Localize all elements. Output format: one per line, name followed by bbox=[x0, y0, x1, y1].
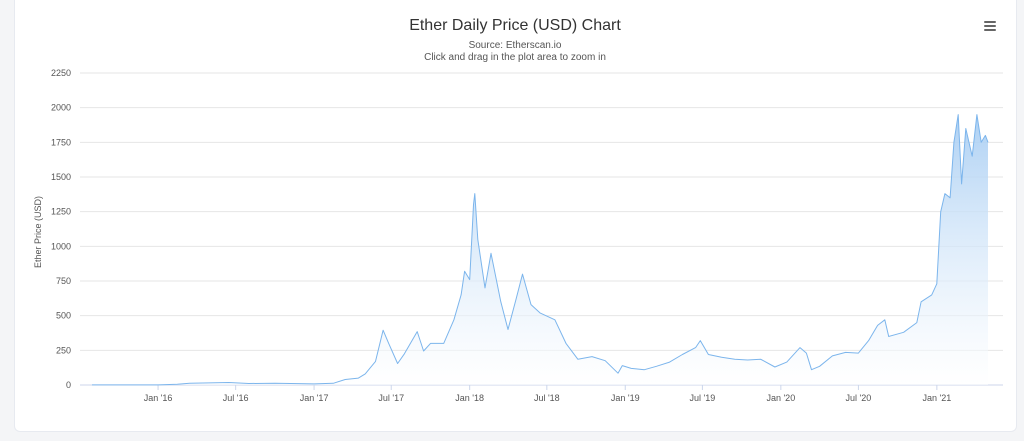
x-tick-label: Jan '21 bbox=[922, 393, 951, 403]
x-tick-label: Jan '20 bbox=[766, 393, 795, 403]
chart-subtitle-source: Source: Etherscan.io bbox=[469, 40, 562, 51]
chart-subtitle-hint: Click and drag in the plot area to zoom … bbox=[424, 52, 606, 63]
price-line bbox=[92, 114, 989, 386]
x-tick-label: Jul '18 bbox=[534, 393, 560, 403]
x-tick-label: Jan '17 bbox=[300, 393, 329, 403]
y-tick-label: 1000 bbox=[51, 241, 71, 251]
x-axis-ticks: Jan '16 Jul '16 Jan '17 Jul '17 Jan '18 Jul '… bbox=[144, 385, 951, 403]
y-axis-title: Ether Price (USD) bbox=[33, 196, 43, 268]
y-tick-label: 1500 bbox=[51, 172, 71, 182]
x-tick-label: Jul '16 bbox=[223, 393, 249, 403]
y-tick-label: 2250 bbox=[51, 68, 71, 78]
y-tick-label: 0 bbox=[66, 380, 71, 390]
x-tick-label: Jul '17 bbox=[378, 393, 404, 403]
y-tick-label: 1750 bbox=[51, 137, 71, 147]
chart-title: Ether Daily Price (USD) Chart bbox=[409, 17, 621, 34]
x-tick-label: Jul '19 bbox=[690, 393, 716, 403]
y-tick-label: 1250 bbox=[51, 207, 71, 217]
price-area bbox=[92, 114, 988, 385]
x-tick-label: Jan '19 bbox=[611, 393, 640, 403]
hamburger-menu-icon[interactable] bbox=[980, 16, 1000, 36]
x-tick-label: Jan '18 bbox=[455, 393, 484, 403]
x-tick-label: Jan '16 bbox=[144, 393, 173, 403]
y-tick-label: 250 bbox=[56, 345, 71, 355]
y-axis-ticks: 0 250 500 750 1000 1250 1500 1750 2000 2250 bbox=[51, 68, 71, 390]
y-tick-label: 500 bbox=[56, 311, 71, 321]
x-tick-label: Jul '20 bbox=[846, 393, 872, 403]
y-tick-label: 2000 bbox=[51, 103, 71, 113]
plot-area[interactable] bbox=[92, 114, 989, 386]
y-tick-label: 750 bbox=[56, 276, 71, 286]
